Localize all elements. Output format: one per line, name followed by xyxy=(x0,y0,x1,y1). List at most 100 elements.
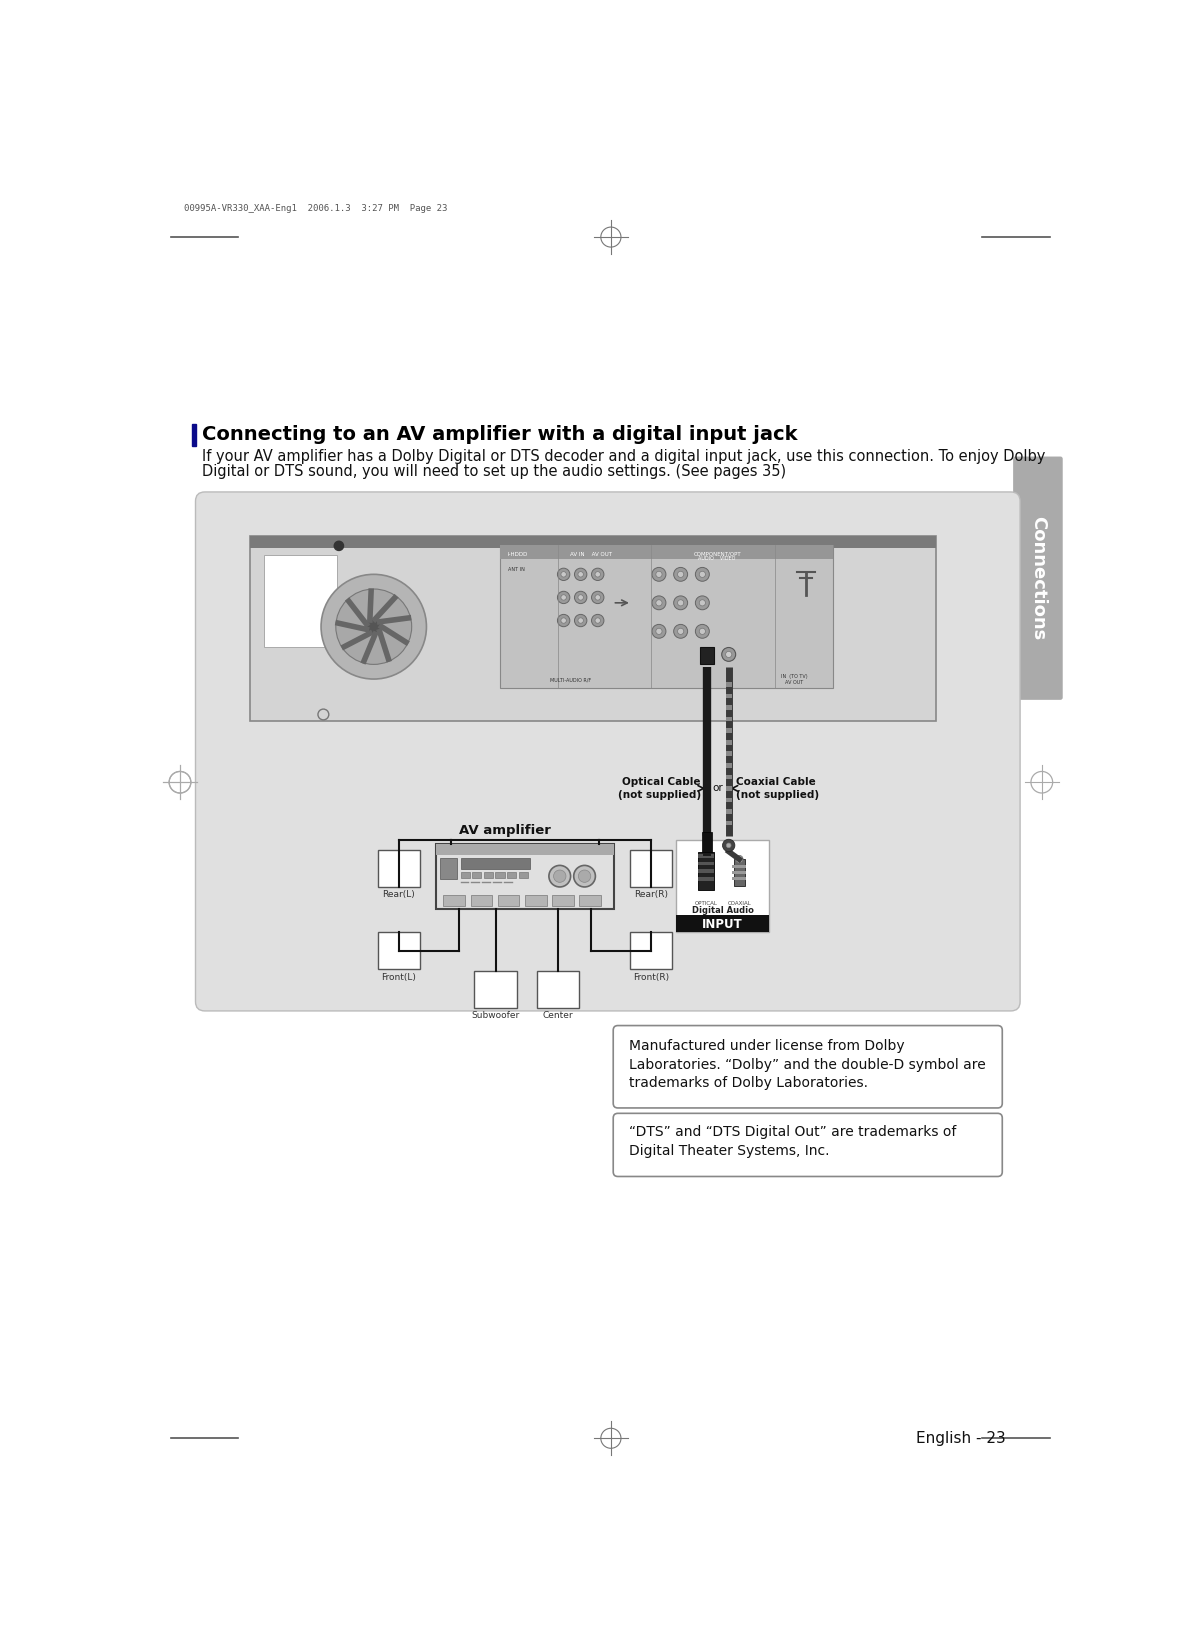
Text: Laboratories. “Dolby” and the double-D symbol are: Laboratories. “Dolby” and the double-D s… xyxy=(628,1057,986,1072)
Bar xyxy=(536,970,579,1008)
Text: Connections: Connections xyxy=(1029,516,1047,640)
Circle shape xyxy=(735,855,743,864)
Circle shape xyxy=(673,624,688,639)
Bar xyxy=(726,718,732,721)
Circle shape xyxy=(367,619,380,634)
Bar xyxy=(726,752,732,755)
Bar xyxy=(496,872,504,878)
Text: COAXIAL: COAXIAL xyxy=(727,900,751,906)
Bar xyxy=(726,821,732,826)
Bar xyxy=(676,841,769,933)
Circle shape xyxy=(652,568,666,581)
Text: English - 23: English - 23 xyxy=(915,1430,1005,1445)
Circle shape xyxy=(573,865,595,887)
Bar xyxy=(726,775,732,780)
Circle shape xyxy=(561,594,566,599)
Circle shape xyxy=(695,596,709,609)
Bar xyxy=(629,933,672,969)
Circle shape xyxy=(721,647,735,662)
Circle shape xyxy=(656,629,662,634)
Bar xyxy=(440,857,457,878)
Text: IN  (TO TV): IN (TO TV) xyxy=(781,675,808,680)
Circle shape xyxy=(695,624,709,639)
Circle shape xyxy=(695,568,709,581)
Circle shape xyxy=(726,842,731,847)
Circle shape xyxy=(578,594,583,599)
Circle shape xyxy=(558,591,570,604)
Bar xyxy=(732,870,746,874)
Text: Connecting to an AV amplifier with a digital input jack: Connecting to an AV amplifier with a dig… xyxy=(201,425,797,445)
Bar xyxy=(436,844,614,854)
Bar xyxy=(726,741,732,744)
Circle shape xyxy=(722,839,735,852)
Circle shape xyxy=(673,568,688,581)
Text: MULTI-AUDIO R/F: MULTI-AUDIO R/F xyxy=(551,678,591,683)
Bar xyxy=(250,535,936,721)
Circle shape xyxy=(575,568,586,581)
Bar xyxy=(579,895,601,906)
Text: Manufactured under license from Dolby: Manufactured under license from Dolby xyxy=(628,1039,905,1053)
Text: Rear(R): Rear(R) xyxy=(634,890,668,900)
Circle shape xyxy=(726,652,732,657)
Text: If your AV amplifier has a Dolby Digital or DTS decoder and a digital input jack: If your AV amplifier has a Dolby Digital… xyxy=(201,450,1045,465)
Bar xyxy=(501,545,833,558)
Circle shape xyxy=(652,596,666,609)
Bar xyxy=(700,647,714,663)
Text: ANT IN: ANT IN xyxy=(508,566,524,571)
Bar xyxy=(726,706,732,709)
Text: (not supplied): (not supplied) xyxy=(737,790,820,800)
Bar xyxy=(702,832,713,852)
Bar xyxy=(460,857,530,869)
Circle shape xyxy=(561,617,566,624)
Bar xyxy=(263,555,337,647)
Circle shape xyxy=(656,571,662,578)
Text: Coaxial Cable: Coaxial Cable xyxy=(737,777,817,787)
Text: 00995A-VR330_XAA-Eng1  2006.1.3  3:27 PM  Page 23: 00995A-VR330_XAA-Eng1 2006.1.3 3:27 PM P… xyxy=(184,204,447,213)
Bar xyxy=(498,895,520,906)
Text: Front(L): Front(L) xyxy=(381,972,416,982)
Bar xyxy=(472,872,482,878)
Circle shape xyxy=(677,629,684,634)
Bar xyxy=(699,852,714,890)
Circle shape xyxy=(591,591,604,604)
Text: or: or xyxy=(713,783,724,793)
Text: Optical Cable: Optical Cable xyxy=(622,777,701,787)
Circle shape xyxy=(700,629,706,634)
Bar xyxy=(726,729,732,732)
Circle shape xyxy=(591,568,604,581)
Bar xyxy=(484,872,493,878)
Circle shape xyxy=(595,617,601,624)
FancyBboxPatch shape xyxy=(1013,456,1063,699)
Text: AV IN    AV OUT: AV IN AV OUT xyxy=(570,552,611,557)
Text: Rear(L): Rear(L) xyxy=(383,890,415,900)
Bar xyxy=(629,851,672,887)
Circle shape xyxy=(652,624,666,639)
Bar xyxy=(378,851,421,887)
Text: Subwoofer: Subwoofer xyxy=(472,1011,520,1020)
Circle shape xyxy=(595,594,601,599)
FancyBboxPatch shape xyxy=(613,1026,1002,1108)
Bar xyxy=(250,535,936,548)
Circle shape xyxy=(578,571,583,576)
Bar xyxy=(732,877,746,880)
Circle shape xyxy=(673,596,688,609)
Circle shape xyxy=(575,591,586,604)
Text: Digital Theater Systems, Inc.: Digital Theater Systems, Inc. xyxy=(628,1144,830,1158)
Text: INPUT: INPUT xyxy=(702,918,743,931)
Circle shape xyxy=(656,599,662,606)
Circle shape xyxy=(578,617,583,624)
Circle shape xyxy=(677,571,684,578)
Text: Front(R): Front(R) xyxy=(633,972,669,982)
Bar xyxy=(507,872,516,878)
Text: Digital or DTS sound, you will need to set up the audio settings. (See pages 35): Digital or DTS sound, you will need to s… xyxy=(201,463,786,479)
Circle shape xyxy=(677,599,684,606)
Text: Center: Center xyxy=(542,1011,573,1020)
Circle shape xyxy=(700,599,706,606)
Bar xyxy=(726,693,732,698)
Circle shape xyxy=(575,614,586,627)
Bar xyxy=(460,872,470,878)
FancyBboxPatch shape xyxy=(195,493,1020,1011)
Bar xyxy=(734,859,745,887)
Text: OPTICAL: OPTICAL xyxy=(694,900,718,906)
Circle shape xyxy=(578,870,591,882)
